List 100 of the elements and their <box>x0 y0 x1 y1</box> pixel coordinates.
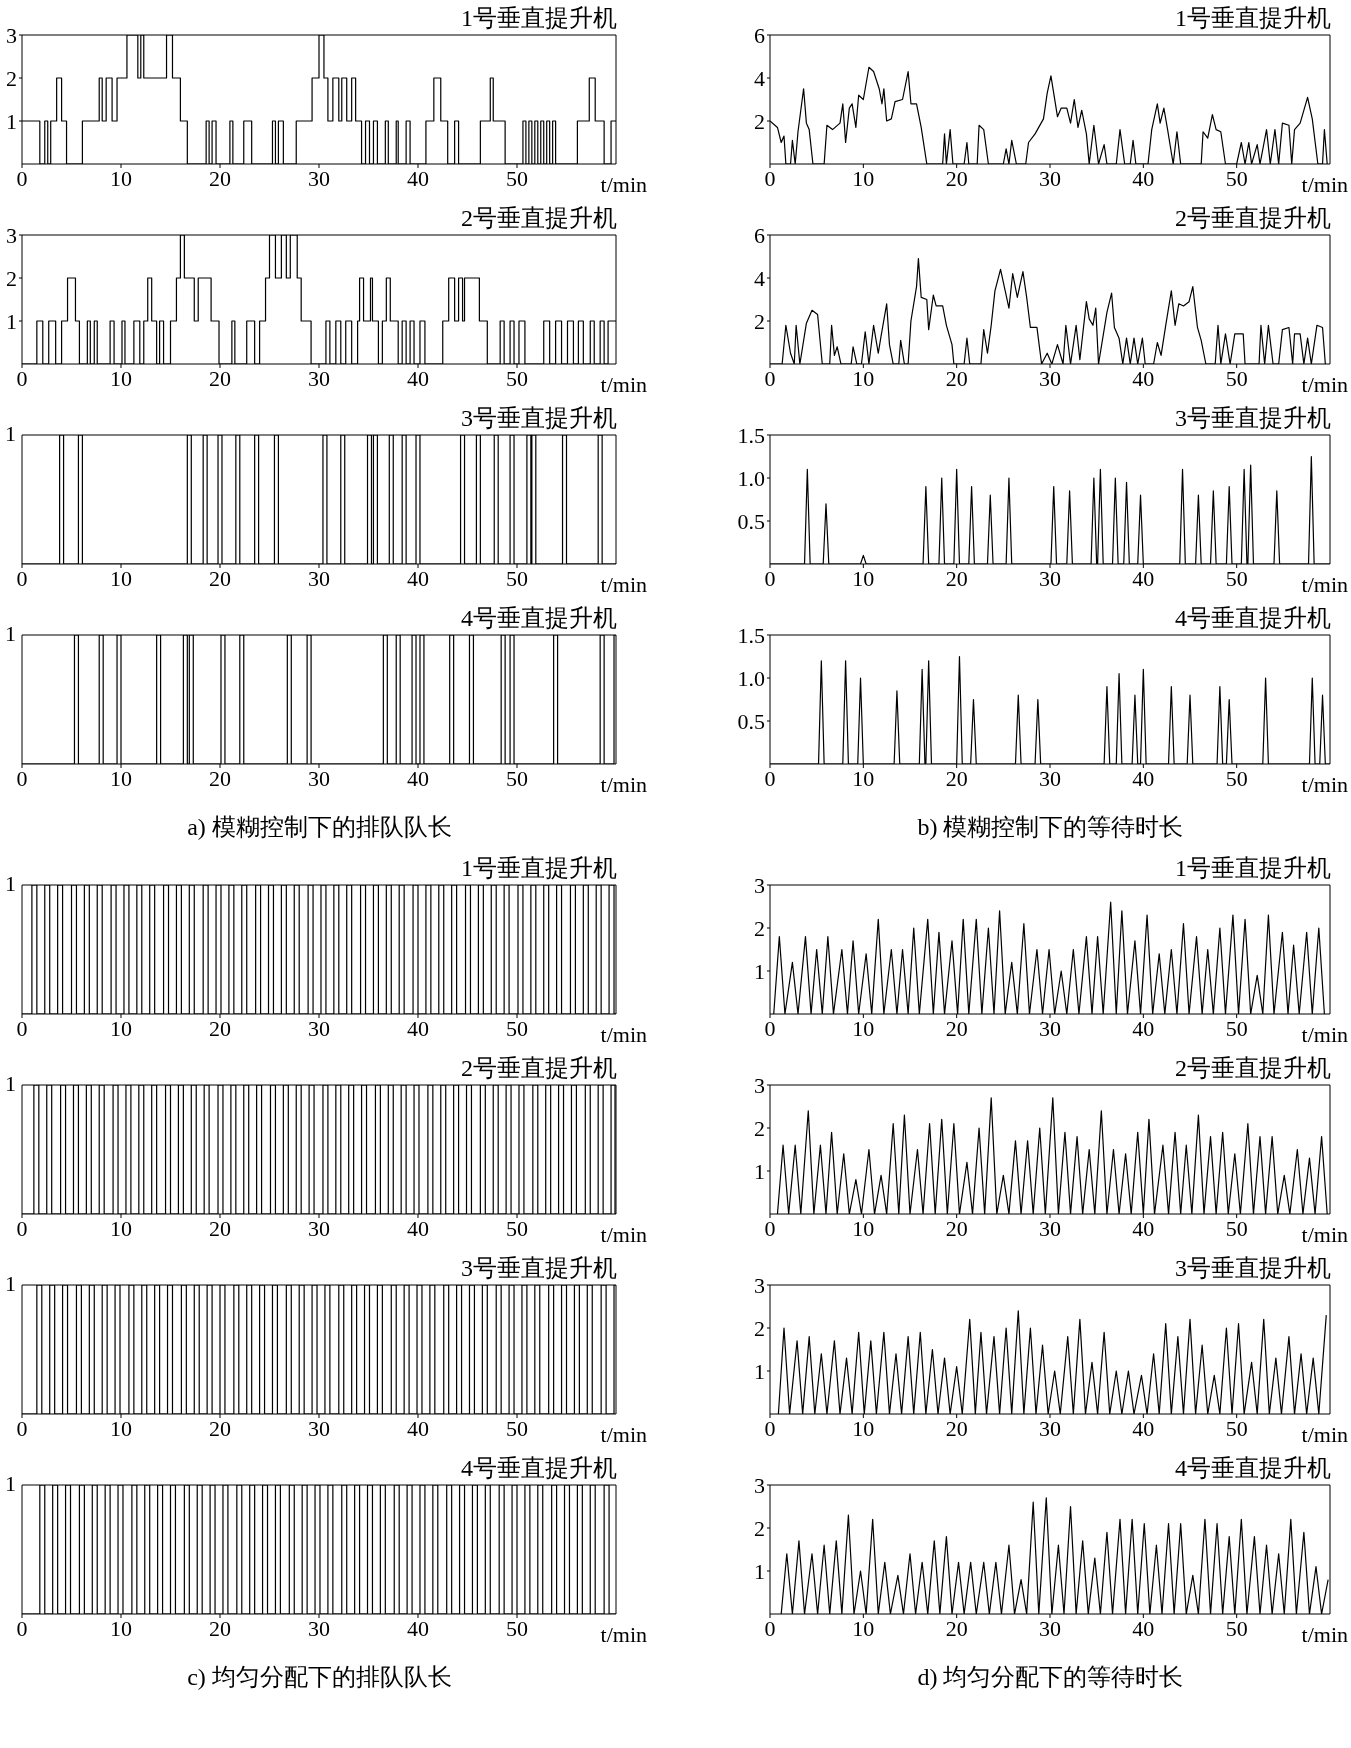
y-tick-label: 1 <box>6 308 17 334</box>
x-tick-label: 50 <box>1225 1215 1248 1241</box>
x-tick-label: 40 <box>1132 1615 1155 1641</box>
y-tick-label: 1 <box>754 1358 765 1384</box>
x-tick-label: 30 <box>308 1015 330 1041</box>
x-tick-label: 30 <box>1039 1415 1061 1441</box>
chart-title: 2号垂直提升机 <box>461 1054 617 1082</box>
x-tick-label: 20 <box>209 165 231 191</box>
x-axis-title: t/min <box>1301 1222 1348 1247</box>
y-tick-label: 6 <box>754 222 765 248</box>
chart-title: 2号垂直提升机 <box>1175 1054 1331 1082</box>
y-tick-label: 3 <box>754 1072 765 1098</box>
chart-title: 2号垂直提升机 <box>1175 204 1331 232</box>
y-tick-label: 1.0 <box>737 465 765 491</box>
y-tick-label: 2 <box>754 1515 765 1541</box>
y-tick-label: 1.0 <box>737 665 765 691</box>
x-tick-label: 10 <box>852 165 875 191</box>
x-tick-label: 0 <box>764 565 776 591</box>
x-tick-label: 40 <box>1132 1415 1155 1441</box>
x-tick-label: 40 <box>1132 165 1155 191</box>
x-tick-label: 10 <box>852 1615 875 1641</box>
x-tick-label: 50 <box>506 1015 528 1041</box>
y-tick-label: 2 <box>754 1315 765 1341</box>
x-tick-label: 40 <box>1132 765 1155 791</box>
x-tick-label: 10 <box>110 565 132 591</box>
chart-title: 4号垂直提升机 <box>461 1454 617 1482</box>
x-tick-label: 40 <box>407 1615 429 1641</box>
x-tick-label: 20 <box>945 1015 968 1041</box>
x-tick-label: 0 <box>764 1415 776 1441</box>
chart-title: 1号垂直提升机 <box>1175 4 1331 32</box>
x-tick-label: 30 <box>1039 1015 1061 1041</box>
x-tick-label: 40 <box>407 165 429 191</box>
chart-title: 4号垂直提升机 <box>1175 604 1331 632</box>
x-tick-label: 0 <box>764 165 776 191</box>
x-tick-label: 50 <box>506 1215 528 1241</box>
x-tick-label: 10 <box>852 765 875 791</box>
x-tick-label: 50 <box>1225 565 1248 591</box>
x-tick-label: 20 <box>209 1615 231 1641</box>
x-tick-label: 20 <box>209 1215 231 1241</box>
x-tick-label: 10 <box>110 765 132 791</box>
x-axis-title: t/min <box>1301 1622 1348 1647</box>
x-tick-label: 0 <box>764 1215 776 1241</box>
x-tick-label: 0 <box>16 765 28 791</box>
y-tick-label: 2 <box>6 65 17 91</box>
x-tick-label: 0 <box>16 1415 28 1441</box>
chart-title: 2号垂直提升机 <box>461 204 617 232</box>
x-tick-label: 20 <box>945 765 968 791</box>
x-tick-label: 50 <box>1225 1415 1248 1441</box>
y-tick-label: 3 <box>754 872 765 898</box>
x-tick-label: 50 <box>1225 365 1248 391</box>
text: a) 模糊控制下的排队队长 <box>186 813 453 842</box>
x-tick-label: 50 <box>506 365 528 391</box>
x-tick-label: 30 <box>1039 365 1061 391</box>
x-tick-label: 20 <box>945 1415 968 1441</box>
x-tick-label: 40 <box>1132 1215 1155 1241</box>
x-axis-title: t/min <box>1301 572 1348 597</box>
chart-title: 3号垂直提升机 <box>1175 404 1331 432</box>
x-tick-label: 10 <box>110 1015 132 1041</box>
chart-title: 4号垂直提升机 <box>461 604 617 632</box>
x-axis-title: t/min <box>600 1222 647 1247</box>
x-tick-label: 40 <box>407 1215 429 1241</box>
x-tick-label: 0 <box>16 565 28 591</box>
y-tick-label: 1 <box>754 958 765 984</box>
x-tick-label: 0 <box>16 1615 28 1641</box>
x-tick-label: 20 <box>945 1615 968 1641</box>
x-tick-label: 0 <box>764 765 776 791</box>
x-axis-title: t/min <box>600 572 647 597</box>
chart-title: 1号垂直提升机 <box>1175 854 1331 882</box>
y-tick-label: 2 <box>754 1115 765 1141</box>
y-tick-label: 1 <box>754 1558 765 1584</box>
text: b) 模糊控制下的等待时长 <box>916 813 1185 842</box>
x-axis-title: t/min <box>600 1622 647 1647</box>
chart-title: 3号垂直提升机 <box>461 1254 617 1282</box>
chart-title: 1号垂直提升机 <box>461 854 617 882</box>
x-axis-title: t/min <box>1301 1422 1348 1447</box>
x-tick-label: 20 <box>209 365 231 391</box>
x-tick-label: 50 <box>1225 1015 1248 1041</box>
x-axis-title: t/min <box>1301 772 1348 797</box>
y-tick-label: 1.5 <box>737 422 765 448</box>
y-tick-label: 3 <box>6 222 17 248</box>
y-tick-label: 3 <box>754 1472 765 1498</box>
y-tick-label: 2 <box>754 308 765 334</box>
x-tick-label: 20 <box>945 165 968 191</box>
x-tick-label: 40 <box>407 1015 429 1041</box>
x-tick-label: 20 <box>209 1415 231 1441</box>
x-axis-title: t/min <box>600 372 647 397</box>
x-axis-title: t/min <box>1301 372 1348 397</box>
x-tick-label: 40 <box>1132 1015 1155 1041</box>
y-tick-label: 2 <box>754 915 765 941</box>
y-tick-label: 0.5 <box>737 508 765 534</box>
y-tick-label: 6 <box>754 22 765 48</box>
x-tick-label: 50 <box>506 565 528 591</box>
x-tick-label: 0 <box>764 365 776 391</box>
x-tick-label: 50 <box>506 1415 528 1441</box>
x-tick-label: 30 <box>308 1415 330 1441</box>
x-tick-label: 30 <box>308 1615 330 1641</box>
x-tick-label: 30 <box>1039 1615 1061 1641</box>
y-tick-label: 0.5 <box>737 708 765 734</box>
x-tick-label: 10 <box>852 1215 875 1241</box>
x-tick-label: 0 <box>764 1615 776 1641</box>
